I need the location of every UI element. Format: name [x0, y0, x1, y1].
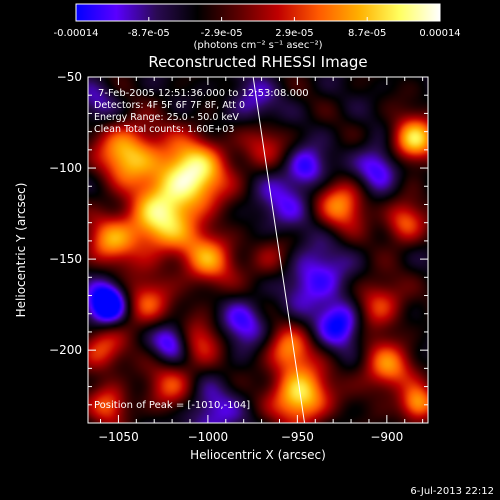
peak-position-label: Position of Peak = [-1010,-104] [94, 400, 250, 411]
info-line-counts: Clean Total counts: 1.60E+03 [94, 124, 234, 135]
y-tick-label: −200 [49, 343, 82, 357]
colorbar-ticks: -0.00014 -8.7e-05 -2.9e-05 2.9e-05 8.7e-05 0.… [54, 17, 461, 39]
x-tick-label: −900 [370, 430, 403, 444]
colorbar-tick-label: -8.7e-05 [128, 28, 170, 39]
info-line-time: 7-Feb-2005 12:51:36.000 to 12:53:08.000 [98, 88, 309, 99]
y-tick-label: −50 [57, 70, 82, 84]
colorbar-tick-label: 0.00014 [419, 28, 460, 39]
colorbar-tick-label: 2.9e-05 [275, 28, 313, 39]
x-tick-label: −950 [281, 430, 314, 444]
x-axis: −1050 −1000 −950 −900 [98, 77, 424, 444]
x-tick-label: −1050 [98, 430, 139, 444]
colorbar-tick-label: -0.00014 [54, 28, 99, 39]
info-line-detectors: Detectors: 4F 5F 6F 7F 8F, Att 0 [94, 100, 245, 111]
x-axis-label: Heliocentric X (arcsec) [190, 448, 326, 462]
y-tick-label: −100 [49, 161, 82, 175]
y-axis-label: Heliocentric Y (arcsec) [14, 183, 28, 318]
info-block: 7-Feb-2005 12:51:36.000 to 12:53:08.000 … [94, 88, 309, 135]
colorbar-tick-label: 8.7e-05 [348, 28, 386, 39]
chart-title: Reconstructed RHESSI Image [148, 53, 367, 71]
colorbar [75, 3, 441, 22]
colorbar-tick-label: -2.9e-05 [201, 28, 243, 39]
footer-timestamp: 6-Jul-2013 22:12 [410, 486, 494, 497]
colorbar-unit-label: (photons cm⁻² s⁻¹ asec⁻²) [193, 40, 322, 51]
x-tick-label: −1000 [188, 430, 229, 444]
limb-line [252, 77, 306, 423]
plot-frame [87, 76, 429, 424]
y-tick-label: −150 [49, 252, 82, 266]
info-line-energy: Energy Range: 25.0 - 50.0 keV [94, 112, 239, 123]
heatmap-image [88, 77, 428, 423]
y-axis: −50 −100 −150 −200 [49, 70, 428, 406]
